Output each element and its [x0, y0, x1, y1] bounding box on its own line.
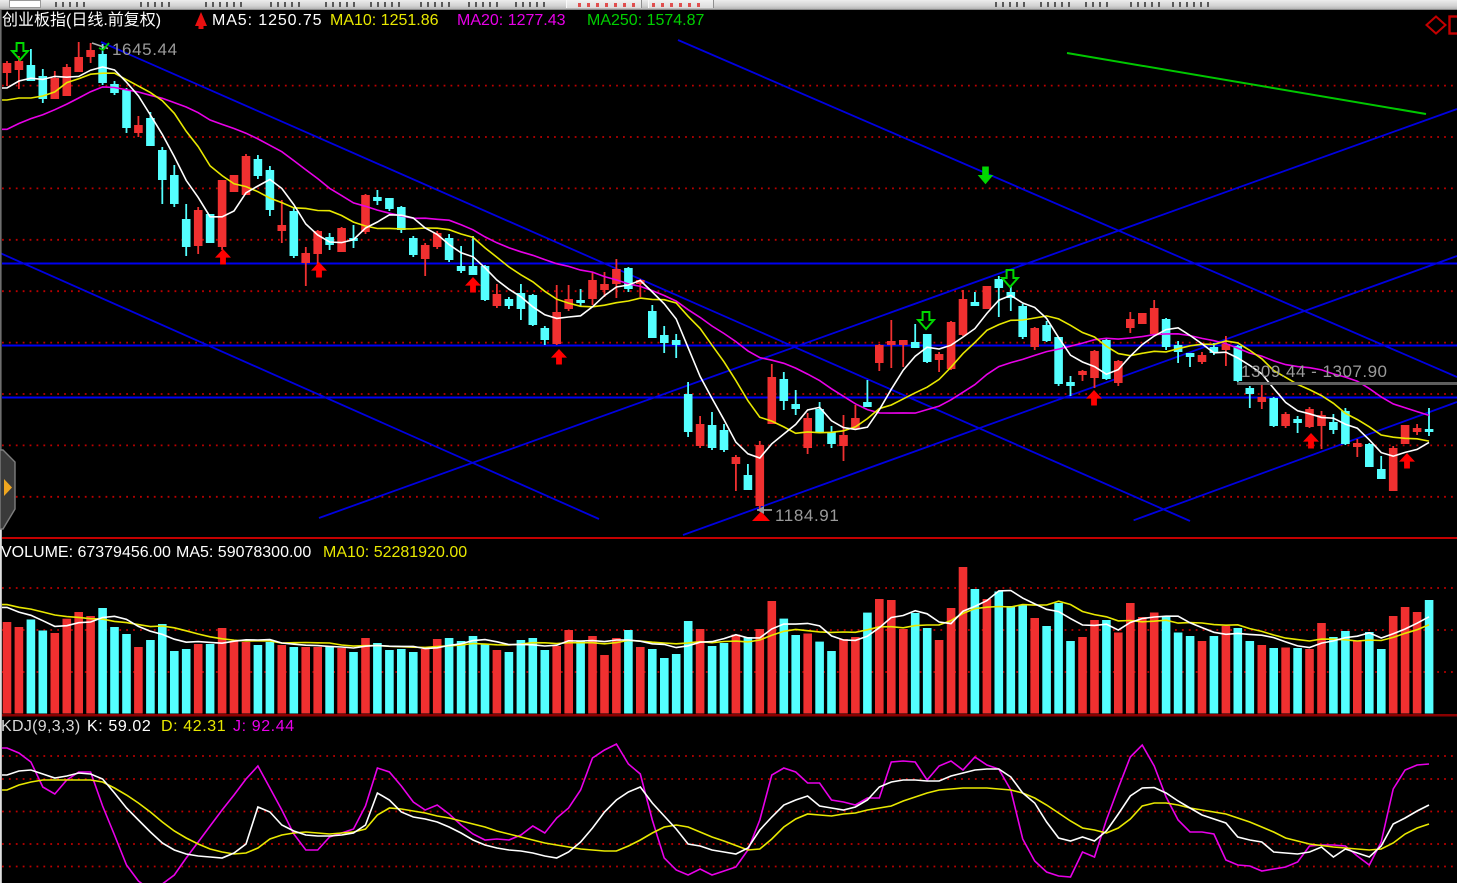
svg-text:MA5: 59078300.00: MA5: 59078300.00: [176, 544, 311, 561]
svg-text:MA250: 1574.87: MA250: 1574.87: [587, 12, 705, 29]
svg-text:K: 59.02: K: 59.02: [87, 718, 151, 735]
svg-text:1309.44 - 1307.90: 1309.44 - 1307.90: [1241, 362, 1388, 381]
svg-text:J: 92.44: J: 92.44: [233, 718, 295, 735]
svg-text:MA10: 52281920.00: MA10: 52281920.00: [323, 544, 467, 561]
svg-text:KDJ(9,3,3): KDJ(9,3,3): [1, 718, 80, 735]
svg-text:创业板指(日线.前复权): 创业板指(日线.前复权): [2, 11, 161, 29]
svg-text:D: 42.31: D: 42.31: [161, 718, 226, 735]
svg-text:MA5: 1250.75: MA5: 1250.75: [212, 12, 322, 29]
svg-text:VOLUME: 67379456.00: VOLUME: 67379456.00: [1, 544, 171, 561]
svg-text:MA10: 1251.86: MA10: 1251.86: [330, 12, 439, 29]
svg-text:MA20: 1277.43: MA20: 1277.43: [457, 12, 566, 29]
svg-text:1184.91: 1184.91: [775, 506, 839, 525]
svg-text:1645.44: 1645.44: [112, 40, 178, 59]
